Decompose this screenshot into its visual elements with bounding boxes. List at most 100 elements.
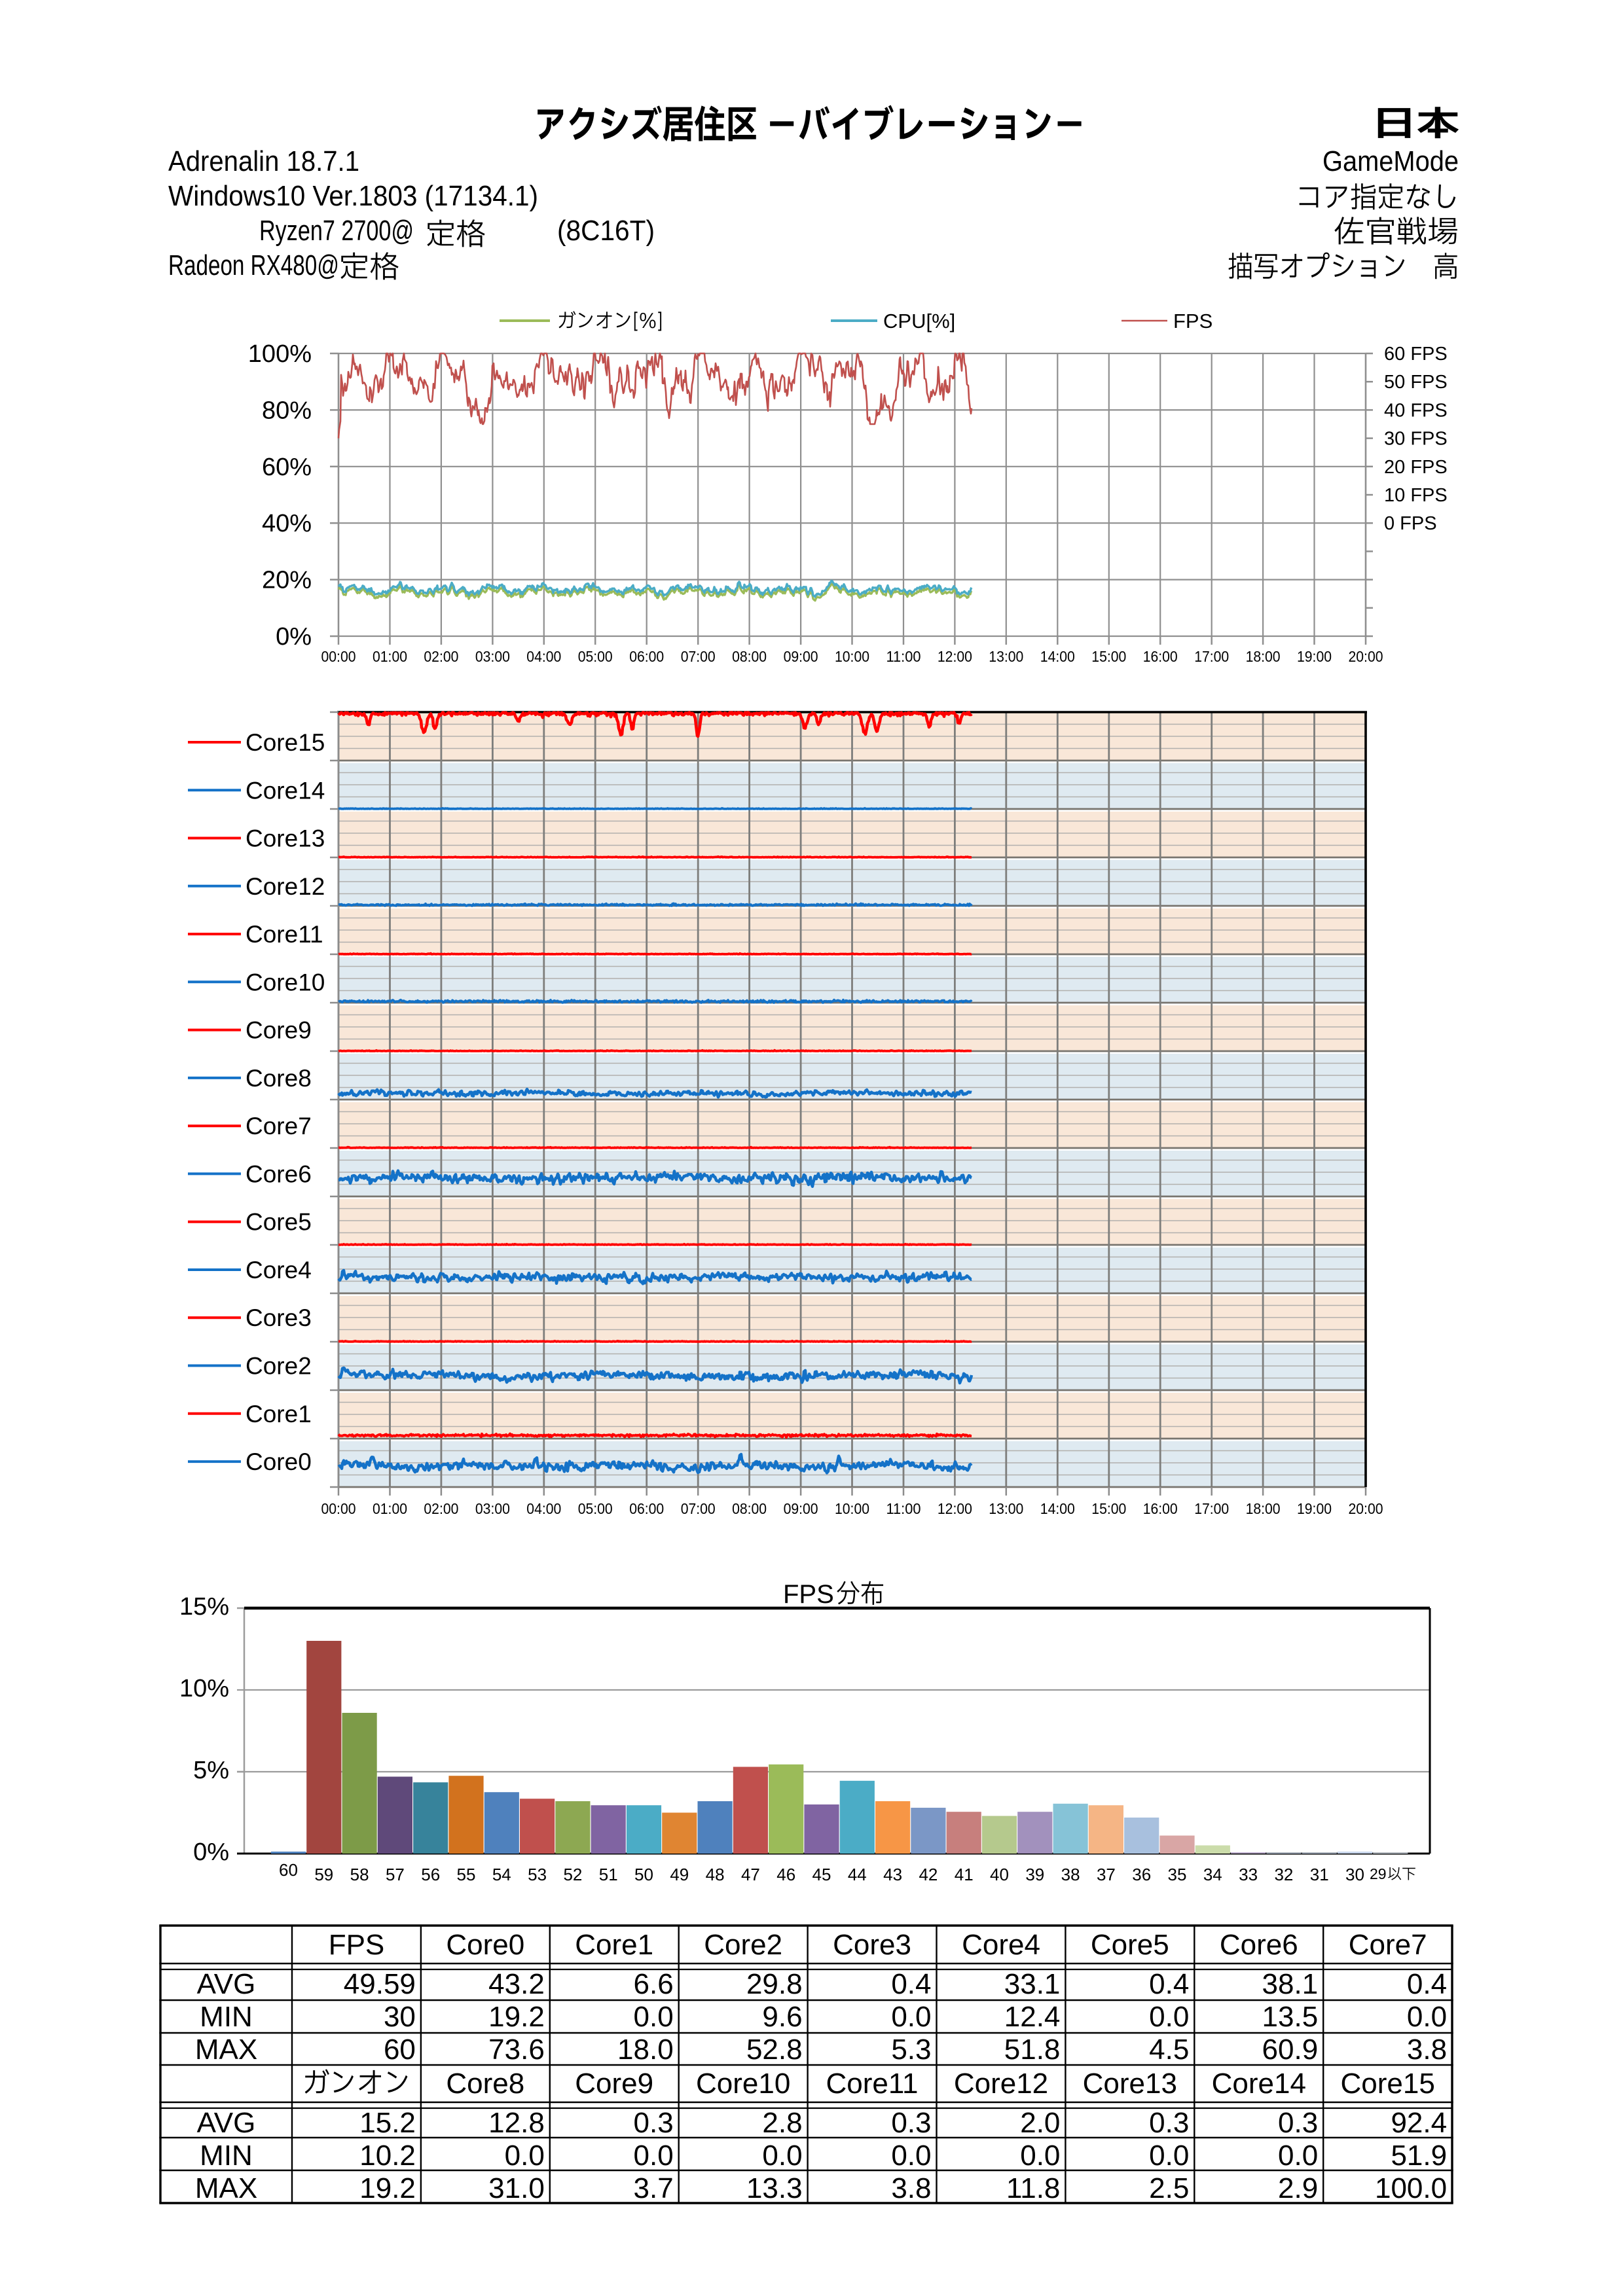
svg-text:31.0: 31.0 <box>488 2172 545 2204</box>
svg-text:10%: 10% <box>179 1675 229 1702</box>
svg-text:01:00: 01:00 <box>373 1500 407 1517</box>
svg-text:18:00: 18:00 <box>1246 1500 1281 1517</box>
svg-text:60.9: 60.9 <box>1262 2034 1319 2066</box>
svg-text:12.8: 12.8 <box>488 2107 545 2139</box>
svg-text:19:00: 19:00 <box>1297 648 1332 665</box>
svg-text:33: 33 <box>1239 1865 1258 1884</box>
svg-text:AVG: AVG <box>197 1968 256 2000</box>
svg-text:13:00: 13:00 <box>989 648 1023 665</box>
svg-text:0.0: 0.0 <box>505 2140 545 2172</box>
svg-text:Core14: Core14 <box>246 777 325 804</box>
svg-text:13.3: 13.3 <box>746 2172 803 2204</box>
svg-text:47: 47 <box>741 1865 760 1884</box>
svg-text:44: 44 <box>848 1865 867 1884</box>
svg-text:0.0: 0.0 <box>1020 2140 1060 2172</box>
svg-text:52: 52 <box>563 1865 582 1884</box>
svg-text:37: 37 <box>1097 1865 1116 1884</box>
svg-text:3.7: 3.7 <box>634 2172 674 2204</box>
svg-text:CPU[%]: CPU[%] <box>883 310 955 332</box>
svg-text:6.6: 6.6 <box>634 1968 674 2000</box>
svg-text:03:00: 03:00 <box>475 648 510 665</box>
svg-text:10:00: 10:00 <box>835 1500 869 1517</box>
svg-text:3.8: 3.8 <box>891 2172 931 2204</box>
svg-text:Core4: Core4 <box>962 1929 1040 1961</box>
svg-text:41: 41 <box>955 1865 974 1884</box>
svg-text:29: 29 <box>1370 1865 1387 1882</box>
svg-text:50: 50 <box>634 1865 653 1884</box>
svg-text:06:00: 06:00 <box>629 1500 664 1517</box>
svg-text:Core0: Core0 <box>446 1929 524 1961</box>
svg-text:0.0: 0.0 <box>634 2140 674 2172</box>
svg-text:10 FPS: 10 FPS <box>1384 485 1448 506</box>
svg-text:Core14: Core14 <box>1212 2068 1306 2100</box>
svg-text:MAX: MAX <box>195 2172 257 2204</box>
svg-text:Core8: Core8 <box>246 1065 312 1092</box>
svg-text:51.9: 51.9 <box>1391 2140 1447 2172</box>
svg-text:Core15: Core15 <box>246 729 325 756</box>
svg-text:Core1: Core1 <box>246 1401 312 1427</box>
svg-text:01:00: 01:00 <box>373 648 407 665</box>
svg-text:04:00: 04:00 <box>526 648 561 665</box>
svg-text:46: 46 <box>776 1865 795 1884</box>
svg-text:0.3: 0.3 <box>891 2107 931 2139</box>
svg-text:0.3: 0.3 <box>1149 2107 1189 2139</box>
svg-text:34: 34 <box>1203 1865 1222 1884</box>
svg-text:15:00: 15:00 <box>1091 1500 1126 1517</box>
svg-text:2.0: 2.0 <box>1020 2107 1060 2139</box>
svg-text:9.6: 9.6 <box>762 2001 802 2033</box>
svg-text:11:00: 11:00 <box>886 648 921 665</box>
svg-text:15:00: 15:00 <box>1091 648 1126 665</box>
svg-text:Core4: Core4 <box>246 1257 312 1283</box>
svg-text:51.8: 51.8 <box>1004 2034 1061 2066</box>
svg-text:17:00: 17:00 <box>1194 1500 1229 1517</box>
svg-text:0.0: 0.0 <box>1149 2001 1189 2033</box>
svg-text:05:00: 05:00 <box>578 1500 613 1517</box>
svg-text:92.4: 92.4 <box>1391 2107 1447 2139</box>
svg-text:10:00: 10:00 <box>835 648 869 665</box>
svg-text:Core12: Core12 <box>954 2068 1048 2100</box>
svg-text:MIN: MIN <box>200 2001 253 2033</box>
svg-text:33.1: 33.1 <box>1004 1968 1061 2000</box>
svg-text:2.5: 2.5 <box>1149 2172 1189 2204</box>
svg-text:09:00: 09:00 <box>784 648 818 665</box>
svg-text:3.8: 3.8 <box>1407 2034 1447 2066</box>
svg-text:49: 49 <box>670 1865 689 1884</box>
svg-text:45: 45 <box>812 1865 831 1884</box>
svg-text:0.0: 0.0 <box>891 2140 931 2172</box>
svg-text:15%: 15% <box>179 1593 229 1621</box>
svg-text:2.8: 2.8 <box>762 2107 802 2139</box>
svg-text:19:00: 19:00 <box>1297 1500 1332 1517</box>
svg-text:0.0: 0.0 <box>1278 2140 1318 2172</box>
svg-text:12.4: 12.4 <box>1004 2001 1061 2033</box>
svg-text:0.4: 0.4 <box>1407 1968 1447 2000</box>
svg-text:08:00: 08:00 <box>732 648 767 665</box>
svg-text:0.3: 0.3 <box>634 2107 674 2139</box>
svg-text:MIN: MIN <box>200 2140 253 2172</box>
svg-text:10.2: 10.2 <box>359 2140 416 2172</box>
svg-text:38.1: 38.1 <box>1262 1968 1319 2000</box>
svg-text:11.8: 11.8 <box>1006 2172 1060 2204</box>
svg-text:Core6: Core6 <box>1220 1929 1298 1961</box>
svg-text:0.0: 0.0 <box>891 2001 931 2033</box>
svg-text:Core9: Core9 <box>575 2068 653 2100</box>
svg-text:38: 38 <box>1061 1865 1080 1884</box>
svg-text:Core5: Core5 <box>1091 1929 1169 1961</box>
svg-text:55: 55 <box>457 1865 476 1884</box>
svg-text:0.4: 0.4 <box>1149 1968 1189 2000</box>
svg-text:Core0: Core0 <box>246 1448 312 1475</box>
svg-text:80%: 80% <box>262 397 312 424</box>
svg-text:40%: 40% <box>262 510 312 537</box>
svg-text:31: 31 <box>1310 1865 1329 1884</box>
svg-text:0.0: 0.0 <box>1149 2140 1189 2172</box>
svg-text:Core3: Core3 <box>246 1304 312 1331</box>
svg-text:30: 30 <box>384 2001 416 2033</box>
svg-text:20:00: 20:00 <box>1349 1500 1383 1517</box>
svg-text:03:00: 03:00 <box>475 1500 510 1517</box>
svg-text:Core2: Core2 <box>246 1353 312 1380</box>
svg-text:12:00: 12:00 <box>938 1500 972 1517</box>
svg-text:29.8: 29.8 <box>746 1968 803 2000</box>
svg-text:4.5: 4.5 <box>1149 2034 1189 2066</box>
svg-text:07:00: 07:00 <box>681 1500 716 1517</box>
svg-text:19.2: 19.2 <box>488 2001 545 2033</box>
svg-text:5.3: 5.3 <box>891 2034 931 2066</box>
